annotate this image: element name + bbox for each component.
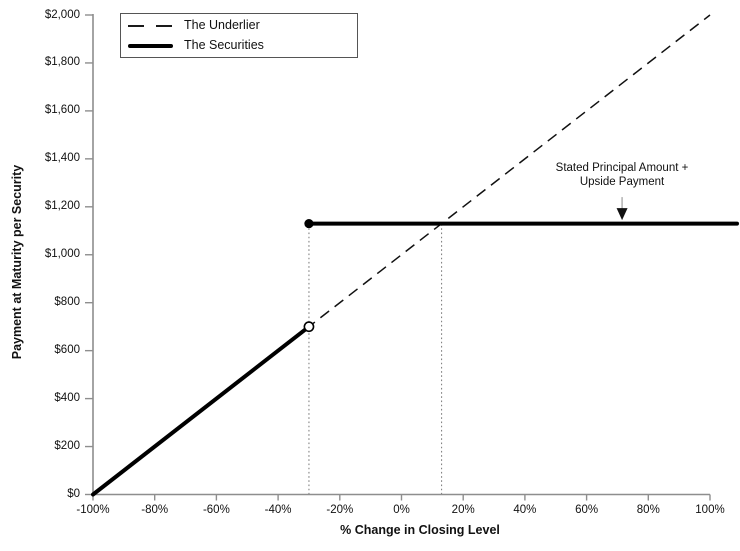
y-tick-label: $1,600 [44, 104, 80, 117]
y-tick-label: $600 [54, 344, 80, 357]
y-tick-label: $200 [54, 440, 80, 453]
y-tick-label: $800 [54, 296, 80, 309]
securities-solid-line-sample [128, 43, 173, 48]
x-tick-label: 40% [513, 504, 537, 516]
y-tick-label: $400 [54, 392, 80, 405]
legend-entry-securities: The Securities [128, 37, 357, 54]
annotation-line-1: Stated Principal Amount + [555, 162, 689, 174]
chart-legend: The Underlier The Securities [120, 13, 358, 58]
x-tick-label: -20% [326, 504, 354, 516]
y-tick-label: $1,000 [44, 248, 80, 261]
annotation-line-2: Upside Payment [579, 176, 665, 188]
legend-label-securities: The Securities [184, 38, 264, 52]
y-axis-title: Payment at Maturity per Security [10, 164, 24, 360]
x-tick-label: 80% [636, 504, 660, 516]
x-tick-label: -40% [264, 504, 292, 516]
x-tick-label: 20% [451, 504, 475, 516]
y-tick-label: $0 [67, 488, 80, 500]
x-tick-label: 100% [695, 504, 725, 516]
y-tick-label: $1,200 [44, 200, 80, 213]
legend-entry-underlier: The Underlier [128, 17, 357, 34]
x-tick-label: -60% [202, 504, 230, 516]
x-tick-label: 0% [393, 504, 410, 516]
underlier-dashed-line-sample [128, 24, 173, 27]
annotation-stated-principal-upside: Stated Principal Amount + Upside Payment [556, 161, 689, 189]
x-tick-label: 60% [575, 504, 599, 516]
annotation-arrow-head [616, 208, 628, 221]
y-tick-label: $1,800 [44, 56, 80, 69]
x-axis-title: % Change in Closing Level [340, 523, 500, 537]
y-tick-label: $1,400 [44, 152, 80, 165]
x-tick-label: -100% [76, 504, 110, 516]
open-circle-marker [303, 321, 315, 333]
securities-line-segment [91, 324, 311, 497]
filled-circle-marker [304, 218, 314, 229]
x-tick-label: -80% [141, 504, 169, 516]
y-tick-label: $2,000 [44, 8, 80, 21]
legend-label-underlier: The Underlier [184, 18, 260, 32]
